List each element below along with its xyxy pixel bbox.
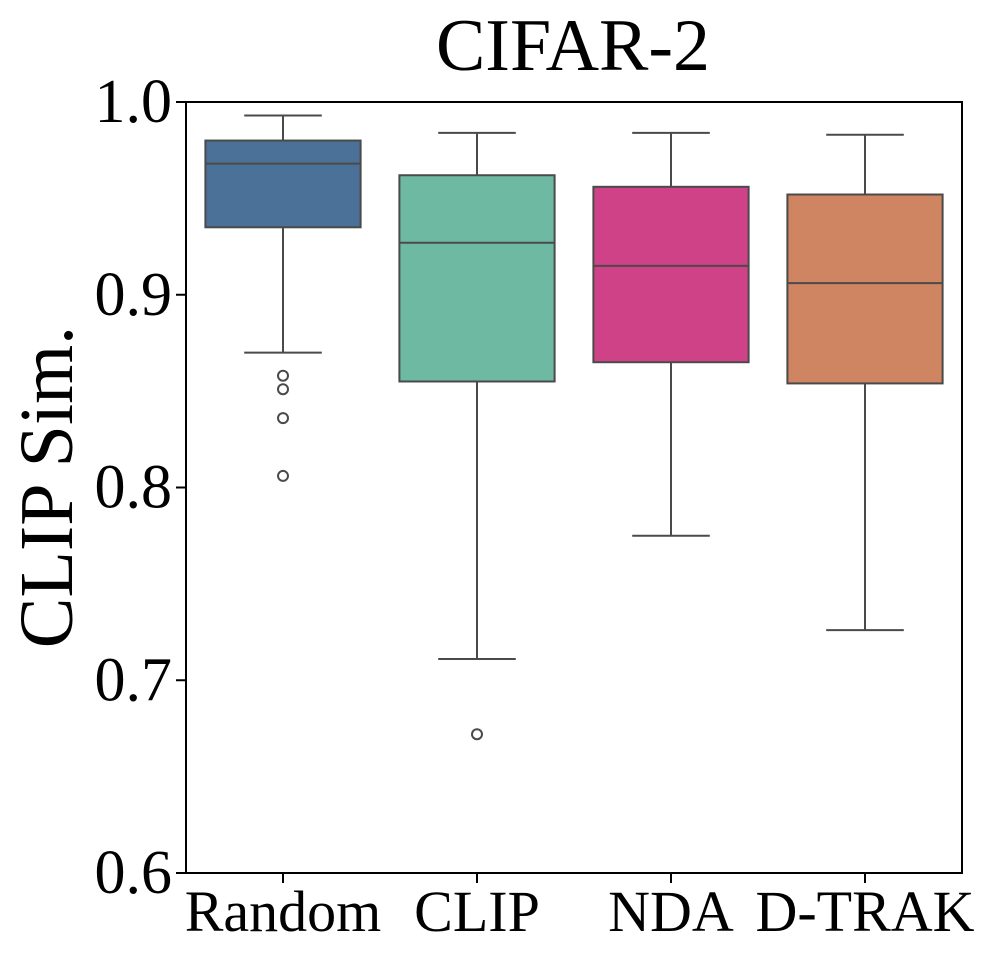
outlier-point: [277, 369, 289, 382]
iqr-box: [592, 185, 750, 364]
outlier-point: [277, 412, 289, 425]
x-axis-ticks: Random CLIP NDA D-TRAK: [185, 873, 975, 944]
y-tick-label: 0.9: [95, 261, 173, 329]
x-tick-label: CLIP: [414, 879, 540, 944]
y-tick-label: 0.7: [95, 646, 173, 714]
y-tick-label: 0.6: [95, 839, 173, 907]
x-tick-label: Random: [185, 879, 382, 944]
box-group-clip: [398, 131, 556, 741]
box-group-random: [204, 114, 362, 482]
iqr-box: [398, 174, 556, 383]
y-tick-label: 1.0: [95, 68, 173, 136]
x-tick-label: D-TRAK: [755, 879, 974, 944]
plot-boxes: [204, 114, 944, 741]
y-tick-label: 0.8: [95, 454, 173, 522]
box-group-d-trak: [786, 133, 944, 632]
chart-title: CIFAR-2: [436, 5, 710, 87]
box-group-nda: [592, 131, 750, 537]
x-tick-label: NDA: [608, 879, 734, 944]
outlier-point: [277, 469, 289, 482]
outlier-point: [277, 383, 289, 396]
y-axis-ticks: 0.6 0.7 0.8 0.9 1.0: [95, 68, 186, 907]
outlier-point: [471, 728, 483, 741]
y-axis-label: CLIP Sim.: [5, 326, 89, 648]
iqr-box: [204, 139, 362, 229]
iqr-box: [786, 193, 944, 385]
